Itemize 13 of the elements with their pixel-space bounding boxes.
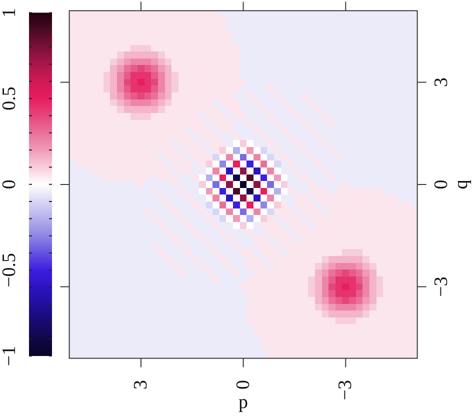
- x-axis-title: p: [238, 392, 248, 413]
- x-tick-label: −3: [335, 380, 356, 400]
- x-tick-label: 0: [232, 380, 254, 390]
- color-bar-label: −1: [0, 346, 20, 366]
- color-bar-label: 0: [0, 180, 20, 190]
- x-tick-label: 3: [130, 380, 152, 390]
- y2-tick-label: 3: [431, 78, 452, 88]
- y2-axis-title: q: [451, 179, 472, 190]
- y2-tick-label: −3: [431, 276, 452, 297]
- color-bar-label: 1: [0, 8, 20, 18]
- color-bar-label: −0.5: [0, 252, 20, 288]
- color-bar-label: 0.5: [0, 86, 20, 110]
- y2-tick-label: 0: [431, 180, 452, 190]
